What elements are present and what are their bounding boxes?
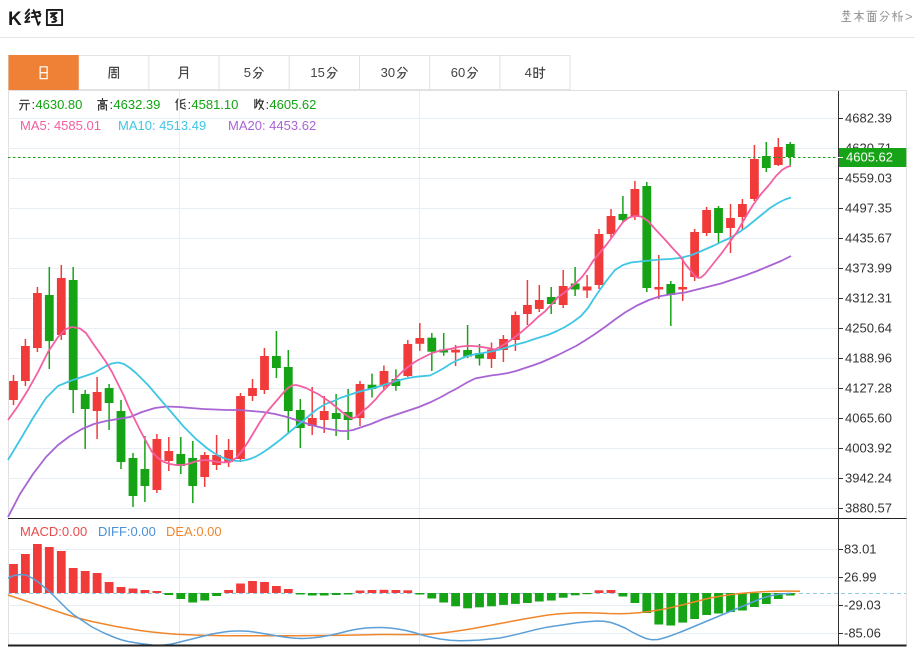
svg-text:4065.60: 4065.60 bbox=[845, 411, 892, 426]
svg-text:MACD:0.00: MACD:0.00 bbox=[20, 524, 87, 539]
svg-text:4581.10: 4581.10 bbox=[191, 97, 238, 112]
svg-text:30: 30 bbox=[381, 65, 395, 80]
svg-text:-85.06: -85.06 bbox=[844, 626, 881, 641]
svg-text:4003.92: 4003.92 bbox=[845, 441, 892, 456]
svg-text:60: 60 bbox=[451, 65, 465, 80]
svg-text:4605.62: 4605.62 bbox=[846, 150, 893, 165]
svg-text:83.01: 83.01 bbox=[844, 542, 877, 557]
svg-text:4250.64: 4250.64 bbox=[845, 321, 892, 336]
svg-text::: : bbox=[32, 97, 36, 112]
svg-text:4630.80: 4630.80 bbox=[35, 97, 82, 112]
svg-text:4188.96: 4188.96 bbox=[845, 351, 892, 366]
svg-text:MA10: 4513.49: MA10: 4513.49 bbox=[118, 118, 206, 133]
svg-text:4435.67: 4435.67 bbox=[845, 231, 892, 246]
svg-text:5: 5 bbox=[244, 65, 251, 80]
svg-text::: : bbox=[110, 97, 114, 112]
svg-text:4605.62: 4605.62 bbox=[269, 97, 316, 112]
svg-text:K: K bbox=[8, 9, 22, 30]
svg-text:4497.35: 4497.35 bbox=[845, 201, 892, 216]
svg-text:15: 15 bbox=[310, 65, 324, 80]
svg-text::: : bbox=[266, 97, 270, 112]
svg-text:4127.28: 4127.28 bbox=[845, 381, 892, 396]
svg-text:DIFF:0.00: DIFF:0.00 bbox=[98, 524, 156, 539]
svg-text:4632.39: 4632.39 bbox=[113, 97, 160, 112]
svg-text:MA20: 4453.62: MA20: 4453.62 bbox=[228, 118, 316, 133]
svg-text:-29.03: -29.03 bbox=[844, 598, 881, 613]
svg-text::: : bbox=[188, 97, 192, 112]
svg-text:4: 4 bbox=[525, 65, 532, 80]
svg-text:4682.39: 4682.39 bbox=[845, 111, 892, 126]
svg-text:DEA:0.00: DEA:0.00 bbox=[166, 524, 222, 539]
svg-text:MA5: 4585.01: MA5: 4585.01 bbox=[20, 118, 101, 133]
svg-text:>: > bbox=[905, 9, 913, 24]
svg-text:4559.03: 4559.03 bbox=[845, 171, 892, 186]
svg-text:4373.99: 4373.99 bbox=[845, 261, 892, 276]
svg-text:3942.24: 3942.24 bbox=[845, 471, 892, 486]
svg-text:26.99: 26.99 bbox=[844, 570, 877, 585]
svg-text:4312.31: 4312.31 bbox=[845, 291, 892, 306]
svg-text:3880.57: 3880.57 bbox=[845, 501, 892, 516]
